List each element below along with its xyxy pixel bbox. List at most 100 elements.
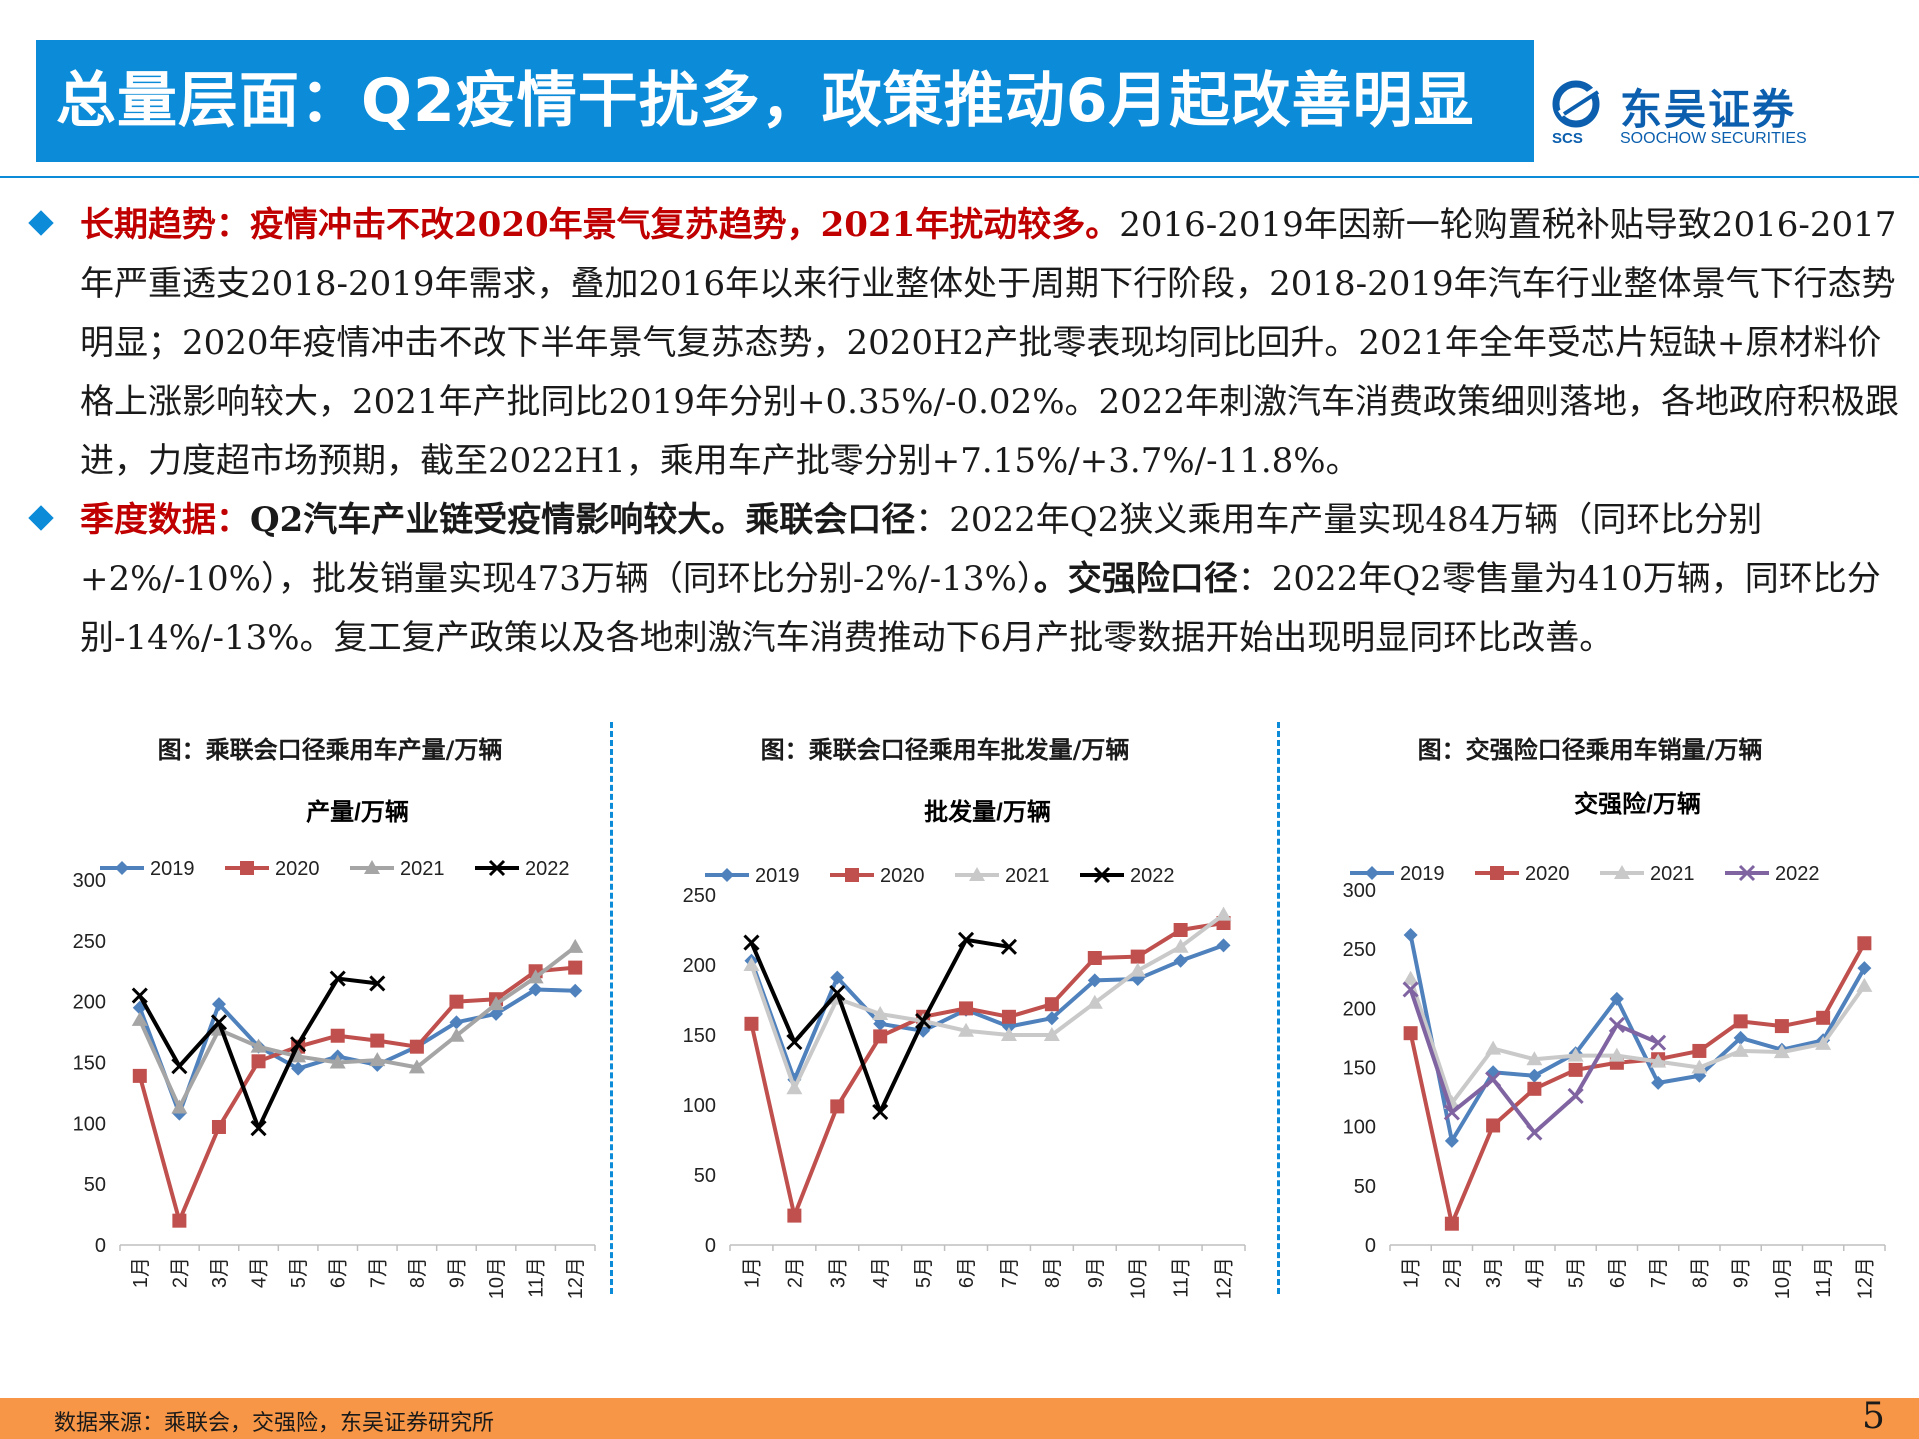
- y-tick-label: 100: [1343, 1117, 1376, 1139]
- x-tick-label: 4月: [249, 1257, 271, 1288]
- data-point: [1485, 1040, 1502, 1055]
- y-tick-label: 250: [73, 931, 106, 953]
- y-tick-label: 150: [1343, 1058, 1376, 1080]
- data-point: [1608, 1016, 1625, 1033]
- diamond-bullet-icon: [28, 210, 54, 236]
- data-point: [1044, 997, 1059, 1012]
- legend-marker: [1490, 866, 1504, 880]
- data-point: [250, 1038, 267, 1053]
- data-point: [1087, 951, 1102, 965]
- series-line: [1408, 942, 1867, 1226]
- chart-title: 产量/万辆: [306, 798, 409, 826]
- data-point: [1733, 1014, 1748, 1029]
- x-tick-label: 5月: [913, 1257, 935, 1288]
- data-point: [211, 997, 226, 1012]
- bullet-quarterly: 季度数据：Q2汽车产业链受疫情影响较大。乘联会口径：2022年Q2狭义乘用车产量…: [28, 491, 1908, 668]
- legend-marker: [115, 861, 129, 875]
- data-point: [1403, 1026, 1418, 1041]
- data-point: [449, 994, 464, 1009]
- data-point: [370, 1033, 385, 1048]
- data-point: [1774, 1019, 1789, 1034]
- series-line: [749, 913, 1225, 1091]
- data-point: [488, 996, 505, 1011]
- data-point: [744, 1016, 759, 1031]
- data-point: [1691, 1059, 1708, 1074]
- data-point: [1857, 936, 1872, 951]
- data-point: [1732, 1042, 1749, 1057]
- data-point: [1403, 927, 1418, 942]
- legend-label: 2021: [400, 858, 445, 880]
- x-tick-label: 11月: [1813, 1257, 1835, 1298]
- x-tick-label: 10月: [1772, 1257, 1794, 1299]
- data-point: [250, 1120, 267, 1137]
- logo-en-text: SOOCHOW SECURITIES: [1620, 130, 1807, 147]
- logo-cn-text: 东吴证券: [1620, 85, 1797, 134]
- data-point: [1526, 1051, 1543, 1066]
- data-point: [1856, 977, 1873, 992]
- x-tick-label: 5月: [1566, 1257, 1588, 1288]
- legend-label: 2022: [1130, 865, 1175, 887]
- bullet-long-term: 长期趋势：疫情冲击不改2020年景气复苏趋势，2021年扰动较多。2016-20…: [28, 196, 1908, 491]
- legend-label: 2022: [1775, 863, 1820, 885]
- data-point: [1609, 991, 1624, 1006]
- legend-label: 2020: [1525, 863, 1570, 885]
- series-2020: [744, 916, 1231, 1223]
- x-tick-label: 7月: [367, 1257, 389, 1288]
- data-point: [131, 1011, 148, 1026]
- data-point: [1086, 994, 1103, 1009]
- legend-label: 2020: [275, 858, 320, 880]
- data-point: [1087, 973, 1102, 988]
- data-point: [330, 1028, 345, 1043]
- data-point: [1692, 1043, 1707, 1058]
- data-point: [1173, 923, 1188, 937]
- data-point: [211, 1119, 226, 1134]
- x-tick-label: 2月: [1442, 1257, 1464, 1288]
- data-point: [448, 1027, 465, 1042]
- header-banner: 总量层面：Q2疫情干扰多，政策推动6月起改善明显: [36, 40, 1534, 162]
- data-point: [1773, 1044, 1790, 1059]
- legend-marker: [488, 859, 506, 877]
- legend-marker: [720, 868, 734, 882]
- x-tick-label: 12月: [565, 1257, 587, 1299]
- y-tick-label: 0: [705, 1235, 716, 1257]
- bullet-bold-2: 。交强险口径: [1033, 559, 1238, 599]
- data-point: [1486, 1065, 1501, 1080]
- legend-marker: [240, 861, 254, 875]
- data-point: [210, 1014, 228, 1031]
- x-tick-label: 7月: [999, 1257, 1021, 1288]
- data-point: [1130, 949, 1145, 964]
- y-tick-label: 200: [683, 955, 716, 977]
- data-point: [567, 938, 584, 953]
- bullet-list: 长期趋势：疫情冲击不改2020年景气复苏趋势，2021年扰动较多。2016-20…: [28, 196, 1908, 668]
- dashed-divider: [610, 722, 613, 1294]
- legend-label: 2019: [755, 865, 800, 887]
- bullet-text-2: ：2022年Q2零售量为410万辆，同环比分别-14%/-13%。复工复产政策以…: [80, 559, 1881, 658]
- data-point: [830, 1099, 845, 1114]
- bullet-text-1: ：2022年Q2狭义乘用车产量实现484万辆（同环比分别+2%/-10%），批发…: [80, 500, 1763, 599]
- x-tick-label: 3月: [827, 1257, 849, 1288]
- x-tick-label: 2月: [784, 1257, 806, 1288]
- y-tick-label: 300: [1343, 880, 1376, 902]
- data-point: [449, 1015, 464, 1030]
- series-line: [749, 921, 1224, 1218]
- data-point: [291, 1061, 306, 1076]
- data-source-note: 数据来源：乘联会，交强险，东吴证券研究所: [54, 1411, 495, 1436]
- data-point: [1527, 1081, 1542, 1096]
- series-2022: [131, 970, 386, 1137]
- y-tick-label: 100: [73, 1113, 106, 1135]
- data-point: [1567, 1047, 1584, 1062]
- data-point: [131, 987, 148, 1004]
- x-tick-label: 3月: [1483, 1257, 1505, 1288]
- data-point: [1857, 961, 1872, 976]
- data-point: [1043, 1027, 1060, 1041]
- series-2019: [132, 982, 583, 1121]
- data-point: [1567, 1087, 1584, 1104]
- figure-title-wholesale: 图：乘联会口径乘用车批发量/万辆: [760, 736, 1130, 764]
- data-point: [408, 1059, 425, 1074]
- x-tick-label: 10月: [1128, 1257, 1150, 1299]
- x-tick-label: 1月: [130, 1257, 152, 1288]
- x-tick-label: 4月: [1524, 1257, 1546, 1288]
- data-point: [1001, 1009, 1016, 1024]
- x-tick-label: 6月: [1607, 1257, 1629, 1288]
- figure-title-insurance: 图：交强险口径乘用车销量/万辆: [1417, 736, 1763, 764]
